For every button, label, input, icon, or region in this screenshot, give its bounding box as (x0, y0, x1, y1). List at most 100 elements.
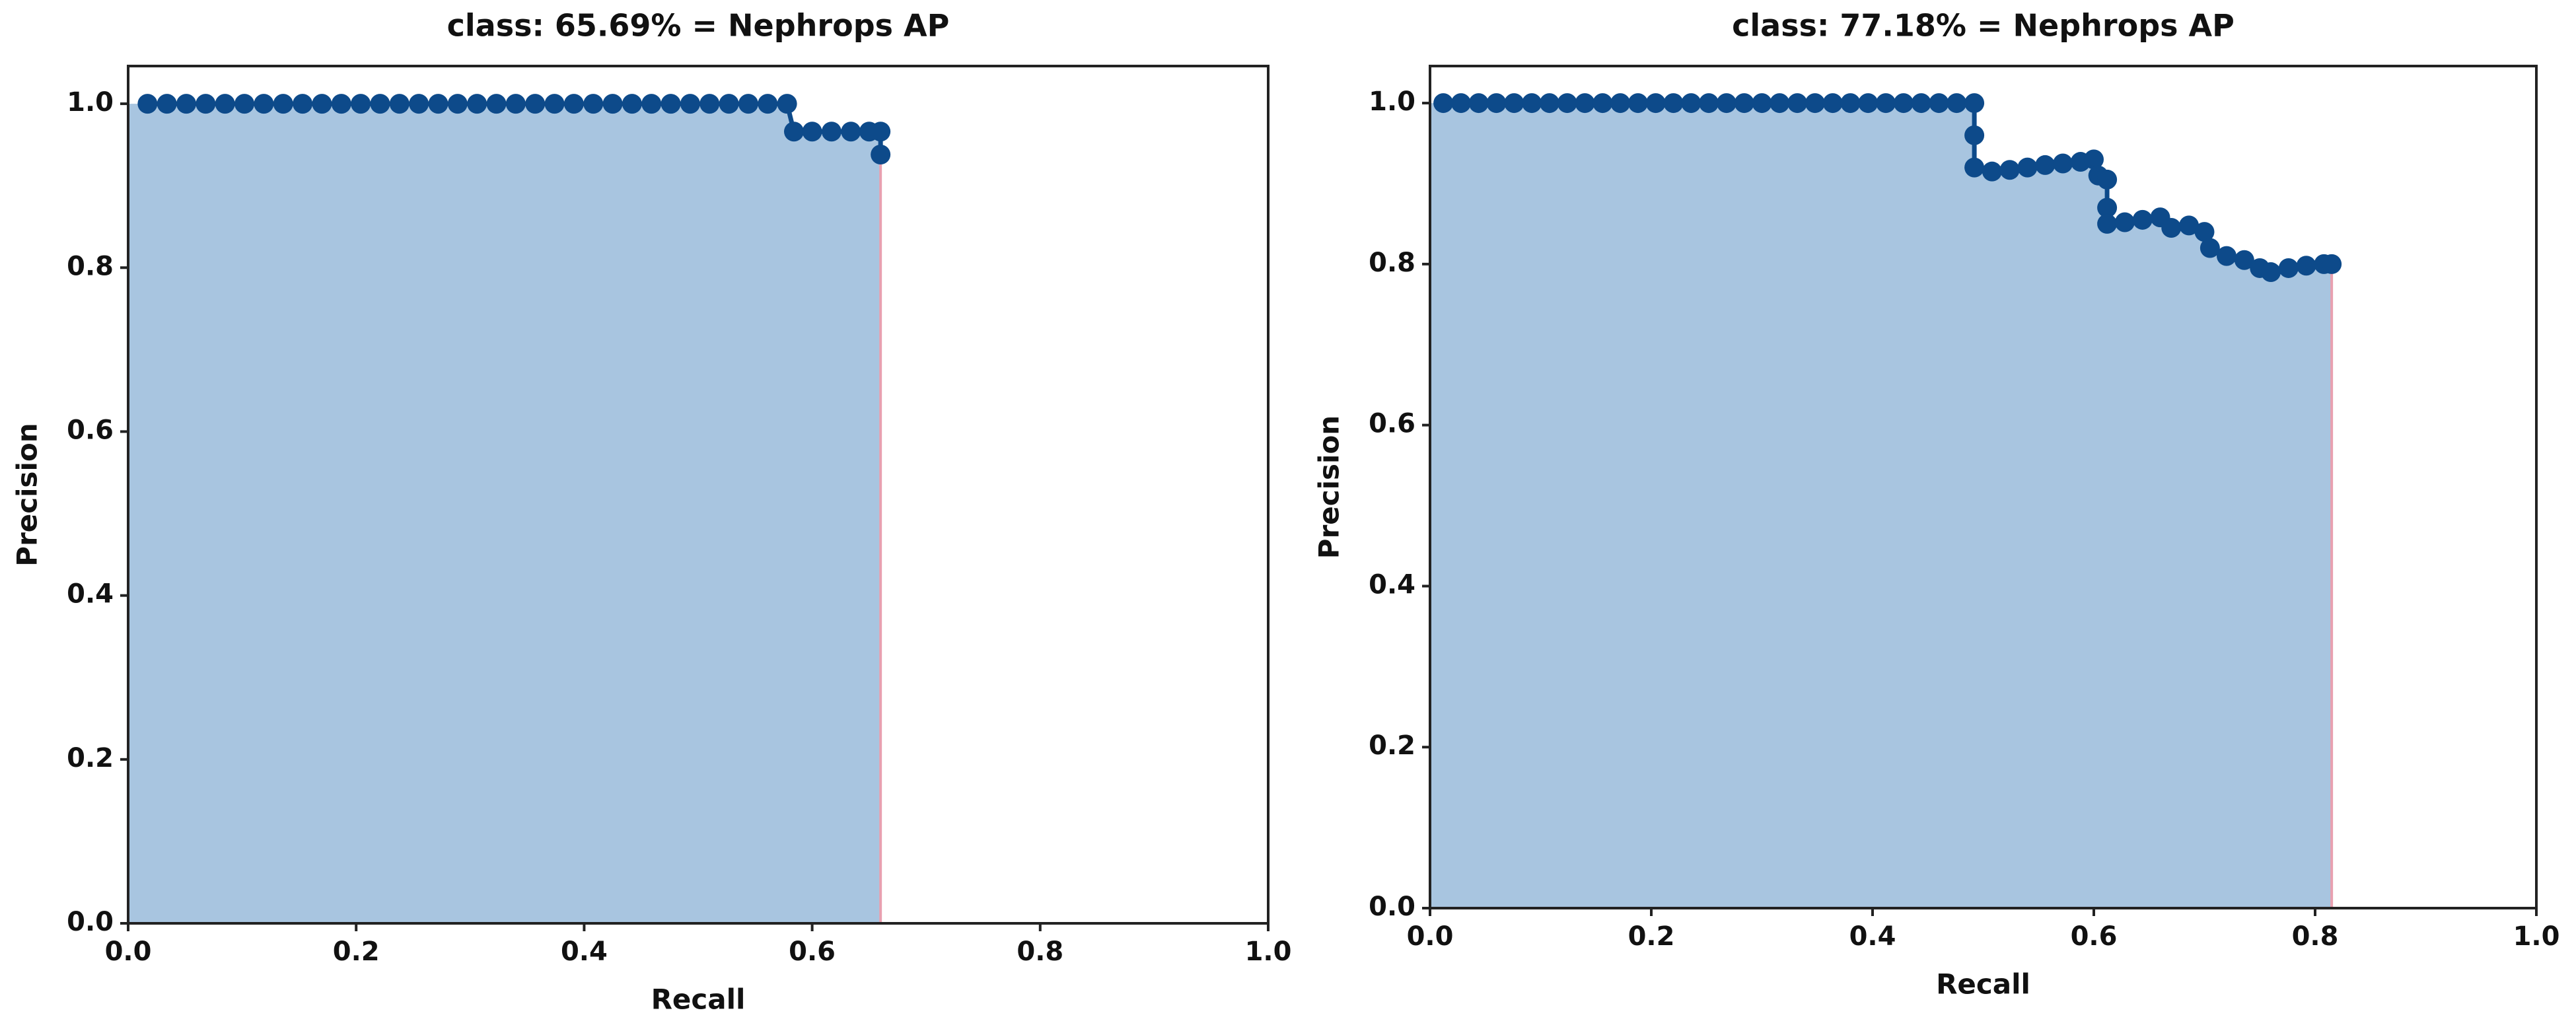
pr-point (1486, 93, 1507, 114)
pr-point (1805, 93, 1825, 114)
pr-point (699, 94, 720, 114)
pr-point (661, 94, 681, 114)
pr-point (563, 94, 584, 114)
x-tick-label: 1.0 (1245, 937, 1292, 967)
pr-point (1770, 93, 1790, 114)
pr-point (1681, 93, 1701, 114)
pr-point (1610, 93, 1631, 114)
x-tick-label: 1.0 (2513, 921, 2560, 952)
pr-point (1964, 157, 1985, 178)
y-tick-label: 1.0 (1369, 87, 1415, 117)
pr-point (1787, 93, 1808, 114)
pr-point (1522, 93, 1542, 114)
pr-point (758, 94, 778, 114)
x-tick-label: 0.6 (789, 937, 836, 967)
pr-point (1504, 93, 1524, 114)
pr-point (176, 94, 197, 114)
pr-point (1911, 93, 1931, 114)
y-tick-label: 0.4 (67, 579, 114, 610)
pr-point (467, 94, 487, 114)
pr-point (1433, 93, 1454, 114)
pr-point (157, 94, 177, 114)
pr-point (2017, 157, 2038, 178)
pr-point (841, 122, 861, 142)
pr-point (1734, 93, 1754, 114)
pr-point (1929, 93, 1949, 114)
x-tick-label: 0.2 (1628, 921, 1675, 952)
y-tick-label: 0.6 (1369, 409, 1415, 439)
pr-point (1858, 93, 1878, 114)
x-tick-label: 0.8 (1017, 937, 1063, 967)
pr-point (525, 94, 546, 114)
pr-point (641, 94, 662, 114)
chart-title: class: 65.69% = Nephrops AP (447, 8, 950, 44)
pr-point (821, 122, 841, 142)
x-tick-label: 0.2 (333, 937, 380, 967)
pr-point (1716, 93, 1736, 114)
pr-point (1557, 93, 1577, 114)
pr-point (680, 94, 700, 114)
x-tick-label: 0.8 (2292, 921, 2339, 952)
pr-point (428, 94, 448, 114)
pr-point (2234, 250, 2254, 270)
pr-point (1699, 93, 1719, 114)
plot-frame (127, 65, 1270, 925)
pr-point (1876, 93, 1896, 114)
pr-point (2097, 169, 2118, 190)
pr-point (1592, 93, 1613, 114)
chart-title: class: 77.18% = Nephrops AP (1732, 8, 2235, 44)
pr-point (1575, 93, 1595, 114)
pr-point (2322, 254, 2342, 274)
pr-point (505, 94, 526, 114)
pr-point (2084, 149, 2104, 170)
y-tick-label: 0.4 (1369, 569, 1415, 600)
pr-point (389, 94, 410, 114)
pr-point (1964, 93, 1985, 114)
y-tick-label: 0.2 (1369, 730, 1415, 761)
y-tick-label: 0.8 (67, 251, 114, 281)
pr-point (370, 94, 390, 114)
area-fill (1430, 103, 2332, 908)
pr-point (196, 94, 216, 114)
pr-point (1539, 93, 1559, 114)
pr-point (602, 94, 623, 114)
pr-point (871, 145, 891, 165)
pr-point (1893, 93, 1914, 114)
pr-point (293, 94, 313, 114)
y-axis-label: Precision (11, 423, 44, 566)
pr-point (2097, 197, 2118, 218)
pr-point (312, 94, 332, 114)
pr-point (447, 94, 468, 114)
x-tick-label: 0.4 (561, 937, 608, 967)
pr-point (2217, 246, 2236, 266)
pr-point (2053, 153, 2073, 174)
x-axis-label: Recall (1936, 968, 2030, 1001)
pr-point (1450, 93, 1471, 114)
pr-point (777, 94, 797, 114)
pr-point (1964, 125, 1985, 145)
pr-point (2200, 238, 2220, 258)
pr-point (738, 94, 758, 114)
y-tick-label: 0.0 (1369, 892, 1415, 922)
y-tick-label: 1.0 (67, 87, 114, 118)
pr-point (409, 94, 429, 114)
pr-point (622, 94, 642, 114)
pr-point (2035, 155, 2056, 175)
pr-point (331, 94, 351, 114)
x-axis-label: Recall (651, 983, 746, 1016)
pr-point (1468, 93, 1489, 114)
pr-point (783, 122, 804, 142)
pr-point (1752, 93, 1772, 114)
pr-point (215, 94, 235, 114)
pr-point (1947, 93, 1967, 114)
pr-point (544, 94, 565, 114)
pr-point (234, 94, 255, 114)
pr-point (2278, 258, 2299, 278)
x-tick-label: 0.4 (1849, 921, 1896, 952)
pr-point (1840, 93, 1861, 114)
pr-point (583, 94, 604, 114)
y-tick-label: 0.0 (67, 907, 114, 937)
y-tick-label: 0.6 (67, 415, 114, 445)
pr-point (2114, 212, 2135, 232)
y-tick-label: 0.8 (1369, 248, 1415, 278)
